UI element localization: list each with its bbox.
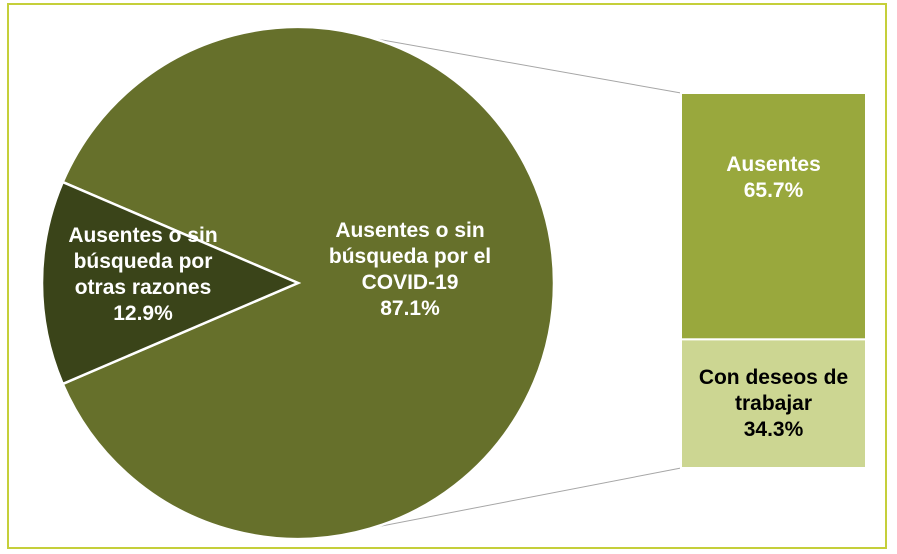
label-value: 65.7% — [743, 179, 804, 202]
connector-line — [373, 38, 682, 94]
label-value: 34.3% — [743, 417, 804, 441]
label-name: Con deseos de trabajar — [698, 365, 849, 415]
pie-slice — [40, 180, 302, 386]
pie-slice — [61, 25, 556, 541]
data-label: Ausentes 65.7% — [689, 152, 859, 204]
label-name: Ausentes o sin búsqueda por otras razone… — [68, 224, 218, 299]
label-value: 87.1% — [380, 297, 440, 320]
bar-segment — [680, 92, 867, 341]
data-label: Con deseos de trabajar 34.3% — [689, 365, 859, 443]
chart-border — [7, 3, 887, 549]
label-name: Ausentes — [726, 153, 821, 176]
connector-line — [373, 467, 682, 528]
data-label: Ausentes o sin búsqueda por el COVID-19 8… — [300, 218, 520, 322]
label-name: Ausentes o sin búsqueda por el COVID-19 — [328, 219, 492, 294]
bar-segment — [680, 338, 867, 469]
data-label: Ausentes o sin búsqueda por otras razone… — [58, 223, 228, 327]
label-value: 12.9% — [113, 302, 173, 325]
